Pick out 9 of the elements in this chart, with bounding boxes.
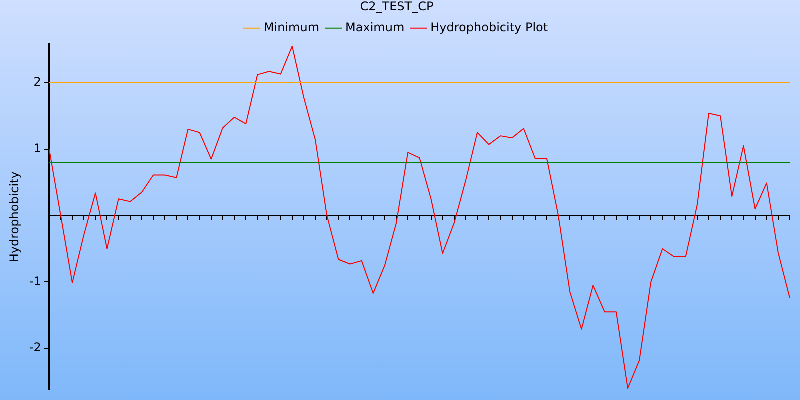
legend-label: Maximum xyxy=(346,20,405,35)
y-tick-label: -2 xyxy=(29,340,42,355)
y-tick-label: 2 xyxy=(34,75,42,90)
y-axis-title: Hydrophobicity xyxy=(7,172,22,263)
legend-label: Hydrophobicity Plot xyxy=(430,20,548,35)
chart-title: C2_TEST_CP xyxy=(360,0,434,14)
legend-label: Minimum xyxy=(264,20,320,35)
y-tick-label: -1 xyxy=(29,274,42,288)
y-tick-label: 1 xyxy=(34,141,42,156)
